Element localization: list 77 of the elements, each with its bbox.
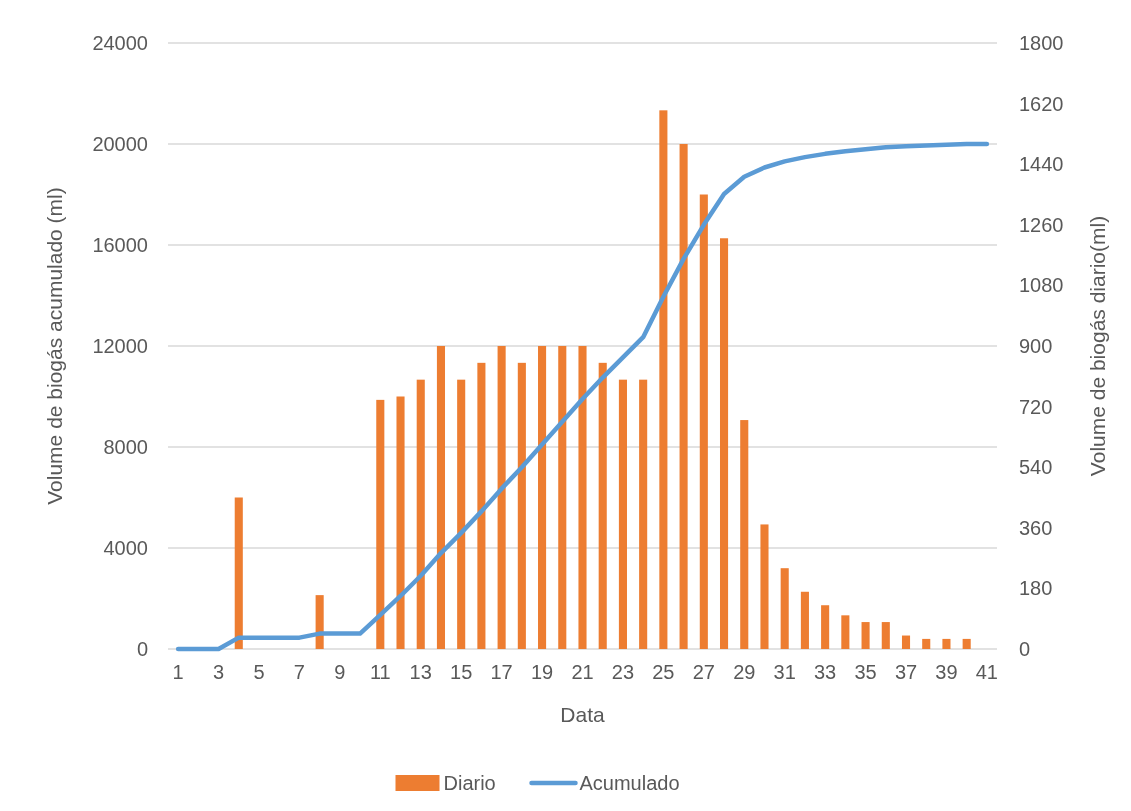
bar <box>922 638 931 649</box>
bar <box>618 379 627 649</box>
bar <box>315 595 324 649</box>
legend-label: Acumulado <box>579 772 680 794</box>
y-tick-label: 16000 <box>92 234 148 256</box>
bar <box>901 635 911 649</box>
x-tick-label: 41 <box>975 661 999 683</box>
y2-axis-title: Volume de biogás diario(ml) <box>1086 215 1109 477</box>
bar <box>517 362 526 649</box>
x-tick-label: 1 <box>172 661 184 683</box>
y-tick-label: 12000 <box>92 335 148 357</box>
bar <box>881 622 890 649</box>
bar <box>416 379 425 649</box>
x-tick-label: 23 <box>611 661 635 683</box>
x-tick-label: 29 <box>733 661 756 683</box>
x-tick-label: 33 <box>814 661 837 683</box>
y-tick-label: 0 <box>136 638 148 660</box>
y2-tick-label: 0 <box>1019 638 1031 660</box>
bar <box>679 144 688 649</box>
bar <box>457 379 466 649</box>
bar <box>639 379 648 649</box>
y2-tick-label: 1800 <box>1019 32 1064 54</box>
y-tick-label: 4000 <box>103 537 148 559</box>
y-tick-label: 24000 <box>92 32 148 54</box>
bar <box>497 346 506 649</box>
x-tick-label: 37 <box>894 661 918 683</box>
x-tick-label: 21 <box>571 661 594 683</box>
y2-tick-label: 1260 <box>1019 213 1064 236</box>
y2-tick-label: 900 <box>1019 335 1053 357</box>
x-tick-label: 3 <box>212 661 225 683</box>
bar <box>841 615 850 649</box>
y-axis-title: Volume de biogás acumulado (ml) <box>43 187 66 505</box>
x-tick-label: 25 <box>652 661 675 683</box>
bar <box>699 194 708 649</box>
bar <box>800 591 809 649</box>
x-tick-label: 5 <box>253 661 265 683</box>
bar <box>659 110 668 649</box>
bar <box>396 396 405 649</box>
legend-label: Diario <box>443 772 496 794</box>
x-tick-label: 9 <box>334 661 346 683</box>
bar <box>740 420 749 649</box>
x-tick-label: 13 <box>409 661 432 683</box>
x-tick-label: 27 <box>692 661 715 683</box>
y2-tick-label: 1440 <box>1019 153 1064 176</box>
bar <box>821 605 830 649</box>
x-tick-label: 19 <box>530 661 554 683</box>
bar <box>942 638 951 649</box>
bar <box>578 346 587 649</box>
bar <box>436 346 446 649</box>
x-tick-label: 35 <box>854 661 877 683</box>
line-series <box>175 141 990 652</box>
bar <box>558 346 567 649</box>
bar <box>719 238 729 649</box>
y2-tick-label: 1620 <box>1019 92 1064 115</box>
y2-tick-label: 720 <box>1019 395 1053 418</box>
y2-tick-label: 540 <box>1019 456 1053 479</box>
y-tick-label: 20000 <box>92 133 148 155</box>
bar <box>760 524 769 649</box>
x-tick-label: 15 <box>450 661 473 683</box>
x-tick-label: 11 <box>369 661 391 683</box>
bar <box>962 638 971 649</box>
bar <box>376 399 385 649</box>
bar <box>234 497 243 649</box>
x-axis-title: Data <box>560 703 605 726</box>
x-tick-label: 7 <box>293 661 305 683</box>
bar <box>861 622 870 649</box>
y2-tick-label: 360 <box>1019 516 1053 539</box>
x-tick-label: 17 <box>490 661 513 683</box>
bar <box>538 346 547 649</box>
bar <box>477 362 486 649</box>
x-tick-label: 39 <box>935 661 958 683</box>
y-tick-label: 8000 <box>103 436 148 458</box>
y2-tick-label: 180 <box>1019 577 1053 600</box>
y2-tick-label: 1080 <box>1019 274 1064 297</box>
bar <box>780 568 789 649</box>
x-tick-label: 31 <box>773 661 796 683</box>
bar <box>598 362 607 649</box>
